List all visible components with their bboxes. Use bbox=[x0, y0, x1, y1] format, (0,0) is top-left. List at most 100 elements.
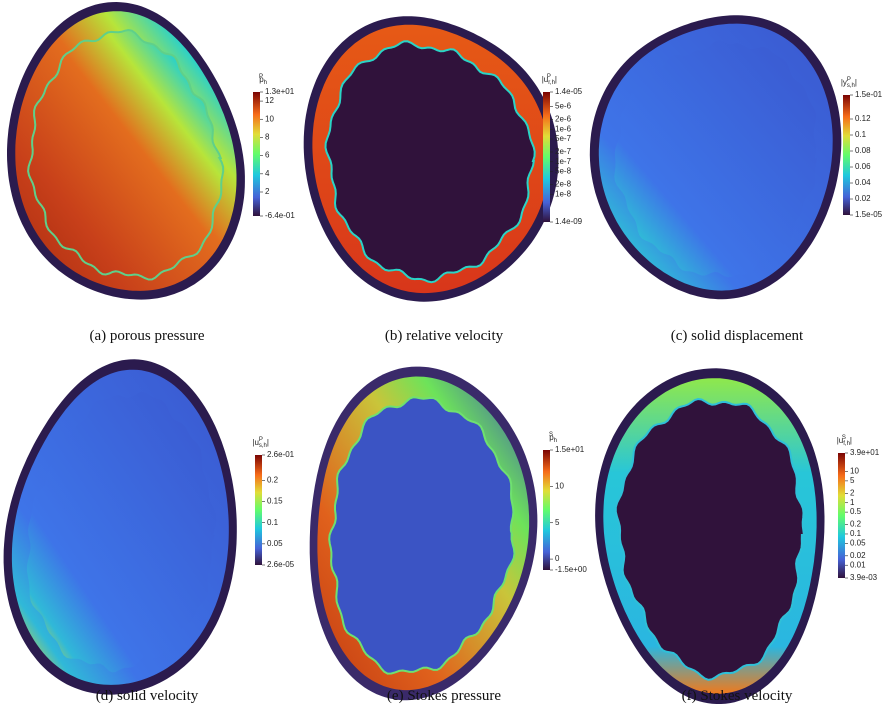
tick-label: 2 bbox=[850, 488, 855, 497]
domain-interior bbox=[27, 28, 225, 281]
tick-label: 0.1 bbox=[267, 518, 279, 527]
tick-label: 0.02 bbox=[855, 194, 871, 203]
colorbar-label: phS bbox=[549, 432, 557, 444]
colorbar bbox=[255, 455, 262, 565]
label-end: | bbox=[855, 78, 857, 87]
tick-label: 0.02 bbox=[850, 551, 866, 560]
panel: |us,hP | 2.6e-01 0.2 0.15 0.1 0.05 2.6e-05 (d) s… bbox=[3, 359, 295, 704]
tick-label: 0.5 bbox=[850, 507, 862, 516]
caption: (e) Stokes pressure bbox=[387, 688, 501, 704]
label-base: |u bbox=[252, 438, 259, 447]
tick-label: 2e-8 bbox=[555, 180, 572, 189]
colorbar bbox=[543, 450, 550, 570]
colorbar bbox=[253, 92, 260, 216]
colorbar bbox=[838, 453, 845, 578]
tick-label: 12 bbox=[265, 96, 274, 105]
domain-interior bbox=[614, 40, 817, 278]
tick-label: 0.12 bbox=[855, 114, 871, 123]
caption: (c) solid displacement bbox=[671, 328, 804, 344]
tick-label: 10 bbox=[265, 114, 274, 123]
label-sup: S bbox=[842, 435, 846, 441]
tick-label: 1.4e-05 bbox=[555, 87, 583, 96]
label-sub: h bbox=[264, 80, 267, 86]
tick-label: 1.5e-01 bbox=[855, 90, 883, 99]
colorbar-label: phP bbox=[259, 74, 267, 86]
tick-label: 2 bbox=[265, 187, 270, 196]
tick-label: 0.04 bbox=[855, 178, 871, 187]
colorbar-label: |ur,hP | bbox=[542, 74, 557, 86]
label-base: |y bbox=[841, 78, 847, 87]
colorbar bbox=[543, 92, 550, 222]
tick-label: 0.06 bbox=[855, 162, 871, 171]
label-sup: P bbox=[847, 77, 851, 83]
tick-label: 1 bbox=[850, 498, 855, 507]
panel: |uf,hS | 3.9e+01 105 210.5 0.20.10.05 0.020.01… bbox=[595, 368, 880, 704]
domain-interior bbox=[324, 40, 536, 284]
tick-label: 2e-7 bbox=[555, 147, 572, 156]
domain-interior bbox=[328, 396, 516, 675]
label-base: |u bbox=[837, 436, 844, 445]
tick-label: 4 bbox=[265, 169, 270, 178]
colorbar-label: |uf,hS | bbox=[837, 435, 852, 447]
tick-label: 0.15 bbox=[267, 497, 283, 506]
tick-label: 0.2 bbox=[850, 520, 862, 529]
label-sub: s,h bbox=[259, 443, 267, 449]
tick-label: 1e-6 bbox=[555, 124, 572, 133]
tick-label: 3.9e+01 bbox=[850, 448, 880, 457]
tick-label: 2e-6 bbox=[555, 115, 572, 124]
caption: (f) Stokes velocity bbox=[682, 688, 793, 704]
domain-interior bbox=[614, 397, 806, 681]
label-sub: r,h bbox=[548, 80, 555, 86]
tick-label: 1.4e-09 bbox=[555, 217, 583, 226]
label-base: p bbox=[549, 433, 554, 442]
label-sub: s,h bbox=[847, 83, 855, 89]
tick-label: 5 bbox=[555, 518, 560, 527]
tick-label: 8 bbox=[265, 133, 270, 142]
tick-label: 1.5e-05 bbox=[855, 210, 883, 219]
colorbar bbox=[843, 95, 850, 215]
label-end: | bbox=[555, 75, 557, 84]
caption: (a) porous pressure bbox=[90, 328, 205, 344]
domain-interior bbox=[26, 391, 217, 673]
label-sup: P bbox=[259, 437, 263, 443]
tick-label: 10 bbox=[555, 481, 564, 490]
label-end: | bbox=[267, 438, 269, 447]
label-base: p bbox=[259, 75, 264, 84]
panel: |ys,hP | 1.5e-01 0.12 0.1 0.08 0.06 0.04 0.02 1.5… bbox=[589, 15, 883, 344]
caption: (b) relative velocity bbox=[385, 328, 504, 344]
tick-label: 2.6e-01 bbox=[267, 450, 295, 459]
tick-label: 3.9e-03 bbox=[850, 573, 878, 582]
tick-label: 1e-7 bbox=[555, 157, 572, 166]
tick-label: 5e-8 bbox=[555, 167, 572, 176]
tick-label: 5 bbox=[850, 476, 855, 485]
tick-label: 6 bbox=[265, 151, 270, 160]
tick-label: 0.05 bbox=[850, 538, 866, 547]
tick-label: 0.08 bbox=[855, 146, 871, 155]
tick-label: 10 bbox=[850, 467, 859, 476]
tick-label: 2.6e-05 bbox=[267, 560, 295, 569]
label-sub: f,h bbox=[843, 441, 850, 447]
tick-label: 1.5e+01 bbox=[555, 445, 585, 454]
caption: (d) solid velocity bbox=[96, 688, 199, 704]
panel: |ur,hP | 1.4e-05 5e-6 2e-61e-65e-7 2e-71e-75e… bbox=[303, 16, 583, 344]
tick-label: 1e-8 bbox=[555, 189, 572, 198]
tick-label: 0 bbox=[555, 554, 560, 563]
tick-label: 0.01 bbox=[850, 560, 866, 569]
colorbar-label: |us,hP | bbox=[252, 437, 269, 449]
tick-label: -6.4e-01 bbox=[265, 211, 295, 220]
tick-label: 1.3e+01 bbox=[265, 87, 295, 96]
tick-label: -1.5e+00 bbox=[555, 565, 587, 574]
label-sup: P bbox=[547, 74, 551, 80]
tick-label: 5e-7 bbox=[555, 134, 572, 143]
tick-label: 0.05 bbox=[267, 539, 283, 548]
tick-label: 0.1 bbox=[855, 130, 867, 139]
label-sup: S bbox=[549, 432, 553, 438]
tick-label: 0.1 bbox=[850, 529, 862, 538]
tick-label: 0.2 bbox=[267, 475, 279, 484]
tick-label: 5e-6 bbox=[555, 102, 572, 111]
label-sub: h bbox=[554, 438, 557, 444]
label-sup: P bbox=[259, 74, 263, 80]
